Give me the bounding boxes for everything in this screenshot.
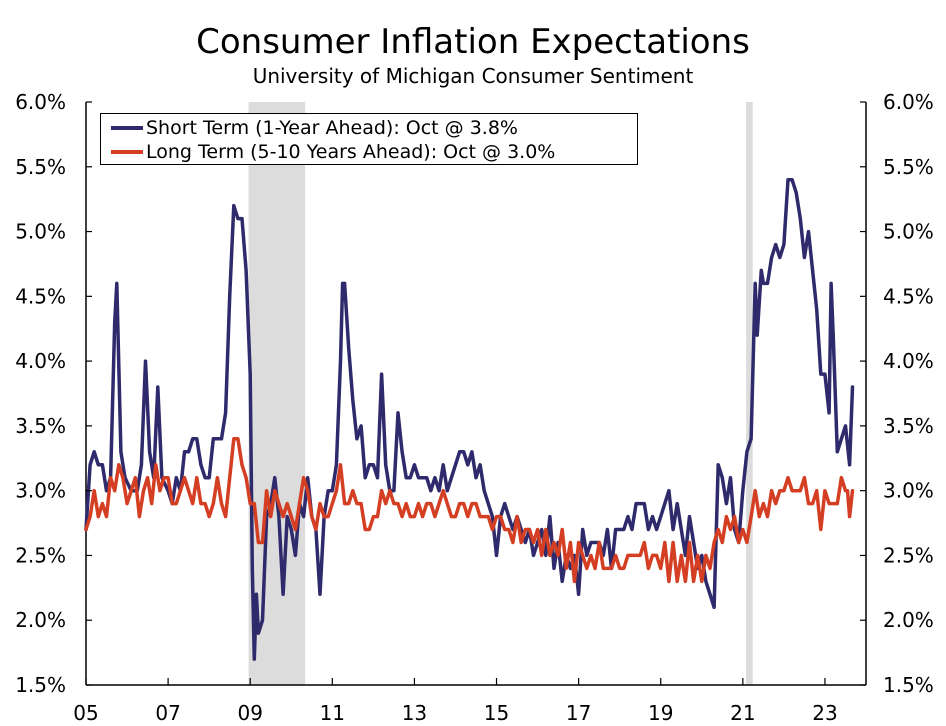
chart-title: Consumer Inflation Expectations	[196, 22, 750, 62]
y-tick-label-right-8: 5.5%	[883, 155, 934, 179]
y-tick-label-left-6: 4.5%	[15, 284, 66, 308]
y-tick-label-left-8: 5.5%	[15, 155, 66, 179]
y-tick-label-right-4: 3.5%	[883, 414, 934, 438]
x-tick-label-9: 23	[812, 701, 837, 725]
y-tick-label-left-2: 2.5%	[15, 543, 66, 567]
y-tick-label-right-5: 4.0%	[883, 349, 934, 373]
series-line-1	[84, 437, 855, 584]
y-tick-label-right-1: 2.0%	[883, 608, 934, 632]
legend-label-short-term: Short Term (1-Year Ahead): Oct @ 3.8%	[146, 117, 518, 139]
y-tick-label-left-5: 4.0%	[15, 349, 66, 373]
x-tick-label-3: 11	[320, 701, 345, 725]
legend-item-short-term: Short Term (1-Year Ahead): Oct @ 3.8%	[111, 116, 518, 140]
legend-swatch-short-term	[111, 126, 143, 130]
y-tick-label-right-3: 3.0%	[883, 479, 934, 503]
y-axis-left: 1.5% 2.0% 2.5% 3.0% 3.5% 4.0% 4.5% 5.0% 5.5% 6.0%	[15, 90, 92, 697]
recession-shading	[248, 102, 753, 685]
y-tick-label-left-9: 6.0%	[15, 90, 66, 114]
y-axis-right: 1.5% 2.0% 2.5% 3.0% 3.5% 4.0% 4.5% 5.0% 5.5% 6.0%	[860, 90, 934, 697]
x-tick-label-5: 15	[484, 701, 509, 725]
x-tick-label-8: 21	[730, 701, 755, 725]
legend-item-long-term: Long Term (5-10 Years Ahead): Oct @ 3.0%	[111, 140, 555, 164]
y-tick-label-left-7: 5.0%	[15, 220, 66, 244]
recession-band-1	[746, 102, 753, 685]
x-axis: 05 07 09 11 13 15 17 19 21 23	[73, 678, 838, 725]
y-tick-label-right-2: 2.5%	[883, 543, 934, 567]
y-tick-label-left-1: 2.0%	[15, 608, 66, 632]
x-tick-label-4: 13	[402, 701, 427, 725]
plot-frame	[85, 102, 867, 686]
y-tick-label-left-4: 3.5%	[15, 414, 66, 438]
y-tick-label-right-6: 4.5%	[883, 284, 934, 308]
x-tick-label-0: 05	[73, 701, 98, 725]
x-tick-label-7: 19	[648, 701, 673, 725]
y-tick-label-right-9: 6.0%	[883, 90, 934, 114]
y-tick-label-left-0: 1.5%	[15, 673, 66, 697]
series-lines	[84, 177, 855, 661]
series-line-0	[84, 177, 855, 661]
y-tick-label-left-3: 3.0%	[15, 479, 66, 503]
x-tick-label-2: 09	[237, 701, 262, 725]
y-tick-label-right-0: 1.5%	[883, 673, 934, 697]
x-tick-label-6: 17	[566, 701, 591, 725]
legend-label-long-term: Long Term (5-10 Years Ahead): Oct @ 3.0%	[146, 141, 556, 163]
legend: Short Term (1-Year Ahead): Oct @ 3.8% Lo…	[100, 113, 638, 165]
y-tick-label-right-7: 5.0%	[883, 220, 934, 244]
legend-swatch-long-term	[111, 150, 143, 154]
recession-band-0	[248, 102, 306, 685]
chart-subtitle: University of Michigan Consumer Sentimen…	[252, 64, 694, 88]
x-tick-label-1: 07	[155, 701, 180, 725]
